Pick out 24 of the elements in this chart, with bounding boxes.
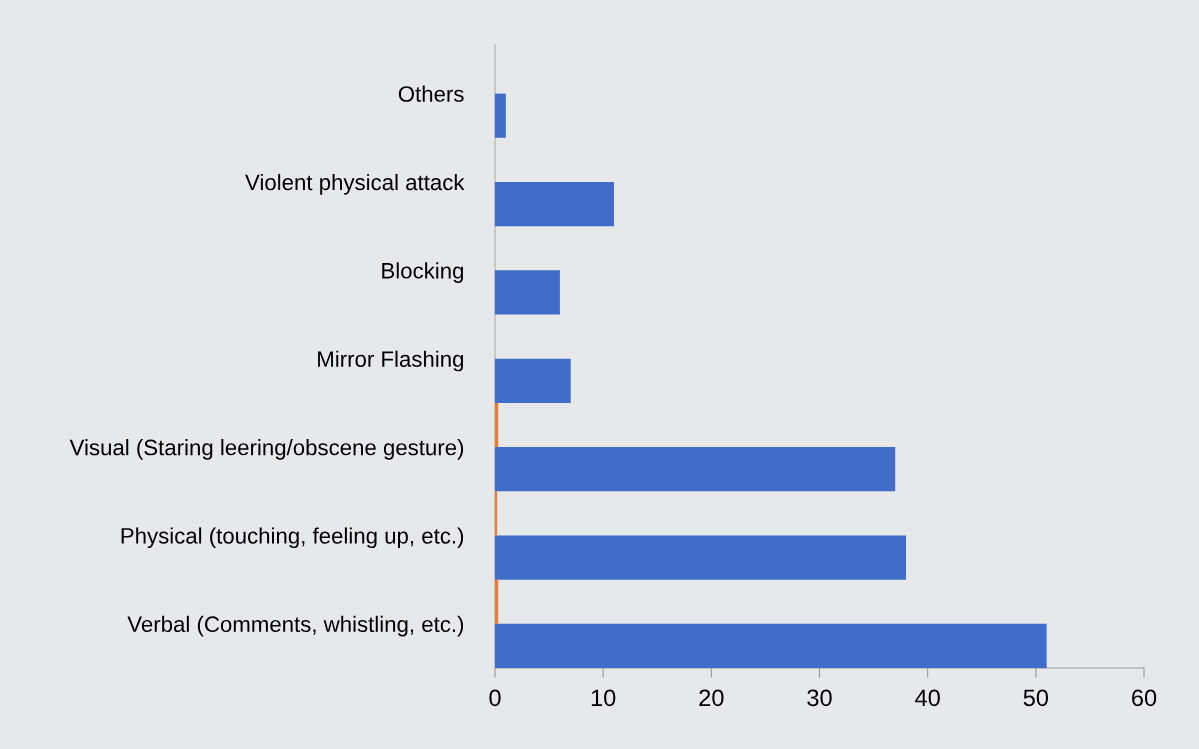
bar (495, 358, 571, 403)
x-tick-label: 0 (489, 689, 501, 707)
bar (495, 181, 614, 227)
y-tick-label: Verbal (Comments, whistling, etc.) (127, 615, 464, 637)
y-tick-label: Visual (Staring leering/obscene gesture) (69, 439, 464, 460)
bar (495, 491, 498, 536)
bar (495, 535, 907, 580)
x-tick-label: 30 (807, 689, 832, 707)
x-tick-label: 20 (699, 689, 724, 707)
x-tick-label: 40 (915, 689, 940, 707)
bar (495, 579, 499, 624)
y-tick-label: Blocking (382, 262, 464, 283)
x-tick-label: 60 (1132, 689, 1157, 707)
y-tick-label: Others (398, 85, 464, 102)
bar (495, 623, 1047, 668)
bar (495, 93, 506, 138)
y-tick-label: Physical (touching, feeling up, etc.) (121, 527, 464, 549)
x-tick-label: 10 (591, 689, 616, 707)
y-tick-label: Violent physical attack (245, 173, 465, 195)
bar (495, 402, 499, 448)
x-tick-label: 50 (1023, 689, 1049, 707)
bar (495, 270, 560, 315)
y-tick-label: Mirror Flashing (318, 350, 464, 372)
bar (495, 447, 896, 492)
